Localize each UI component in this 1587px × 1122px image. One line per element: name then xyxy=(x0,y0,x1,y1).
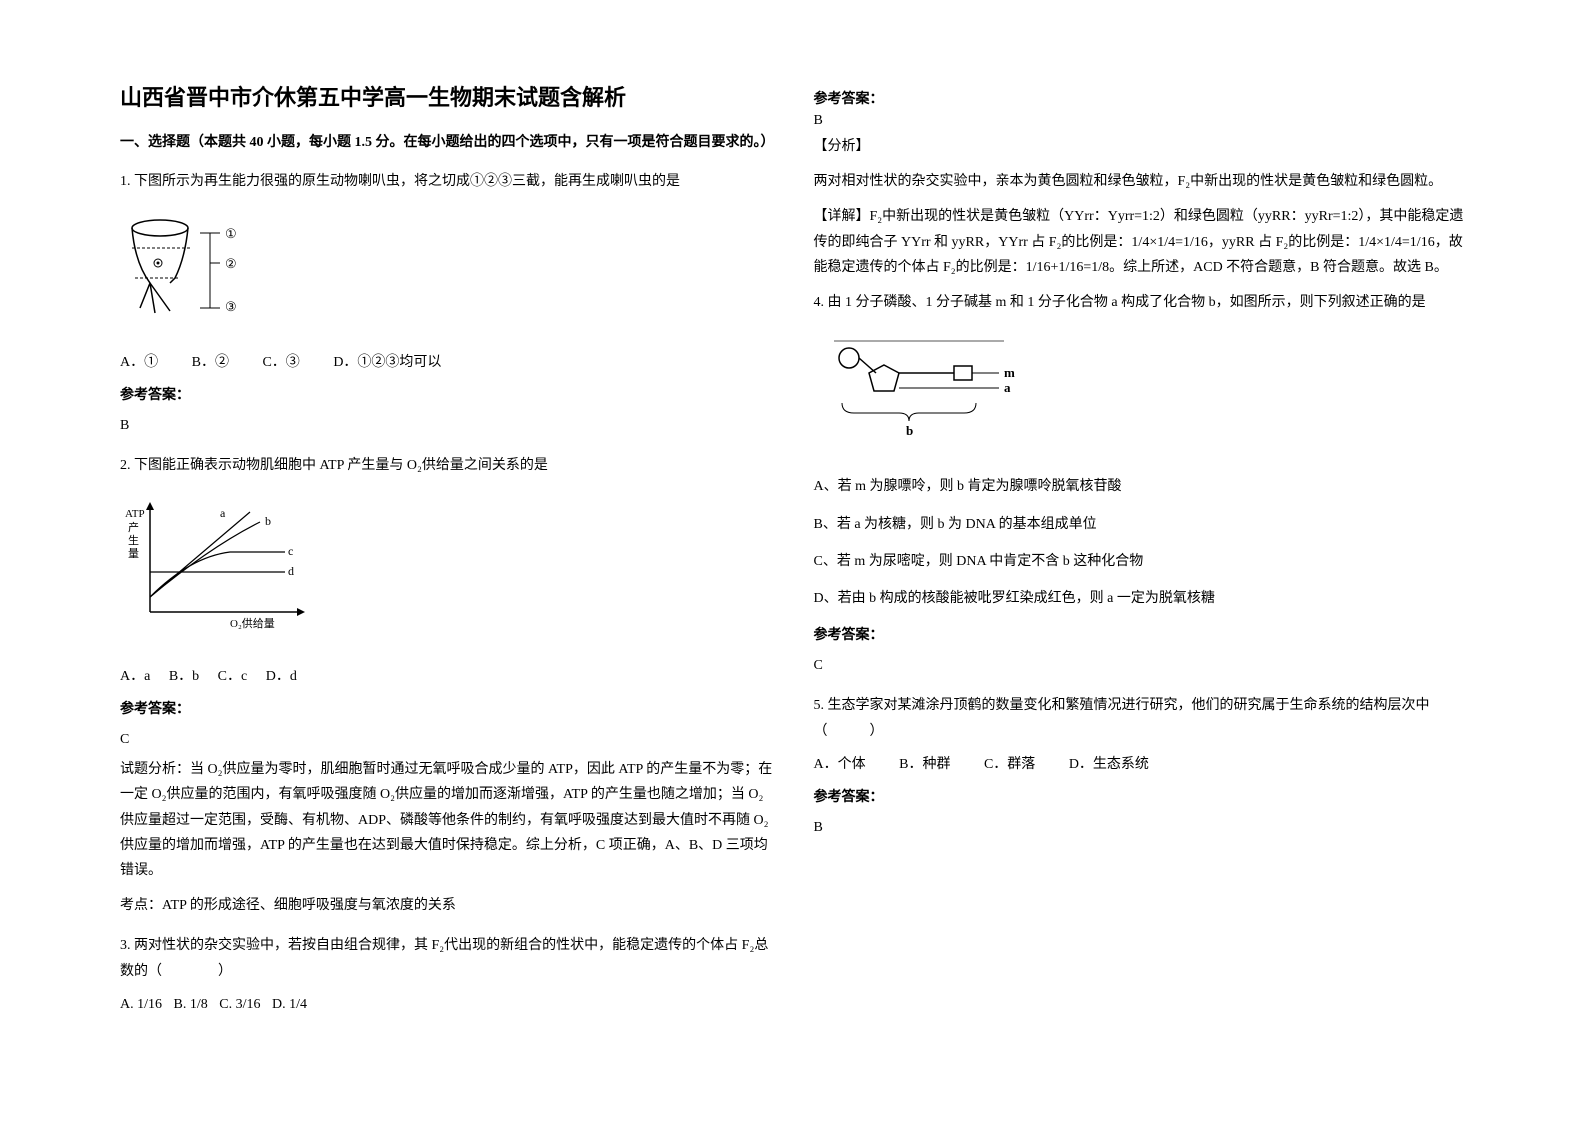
q3-opt-b: B. 1/8 xyxy=(174,992,208,1017)
q2-figure: a b c d ATP 产 生 量 O₂供给量 xyxy=(120,497,320,637)
q1-text: 1. 下图所示为再生能力很强的原生动物喇叭虫，将之切成①②③三截，能再生成喇叭虫… xyxy=(120,169,774,194)
q2-analysis: 试题分析：当 O₂供应量为零时，肌细胞暂时通过无氧呼吸合成少量的 ATP，因此 … xyxy=(120,757,774,883)
q2-answer-label: 参考答案： xyxy=(120,697,774,722)
q3-options: A. 1/16 B. 1/8 C. 3/16 D. 1/4 xyxy=(120,992,774,1017)
q3-xiangjie-text: F₂中新出现的性状是黄色皱粒（YYrr：Yyrr=1:2）和绿色圆粒（yyRR：… xyxy=(814,209,1464,274)
q5-opt-a: A．个体 xyxy=(814,752,866,777)
q4-figure: m a b xyxy=(814,333,1034,443)
svg-text:②: ② xyxy=(225,256,237,271)
q1-answer-label: 参考答案： xyxy=(120,383,774,408)
q5-opt-c: C．群落 xyxy=(984,752,1035,777)
q4-opt-d: D、若由 b 构成的核酸能被吡罗红染成红色，则 a 一定为脱氧核糖 xyxy=(814,586,1468,611)
q2-opt-a: A．a xyxy=(120,664,150,689)
q1-opt-b: B．② xyxy=(192,350,229,375)
q3-xiangjie: 【详解】F₂中新出现的性状是黄色皱粒（YYrr：Yyrr=1:2）和绿色圆粒（y… xyxy=(814,204,1468,280)
q2-opt-c: C．c xyxy=(218,664,248,689)
q4-opt-c: C、若 m 为尿嘧啶，则 DNA 中肯定不含 b 这种化合物 xyxy=(814,549,1468,574)
svg-text:生: 生 xyxy=(128,533,139,547)
q1-opt-d: D．①②③均可以 xyxy=(333,350,441,375)
q3-xiangjie-label: 【详解】 xyxy=(814,209,870,224)
q4-opt-b: B、若 a 为核糖，则 b 为 DNA 的基本组成单位 xyxy=(814,512,1468,537)
svg-text:m: m xyxy=(1004,365,1015,380)
svg-text:ATP: ATP xyxy=(125,508,145,520)
svg-text:a: a xyxy=(220,506,226,520)
svg-text:a: a xyxy=(1004,380,1011,395)
section-header: 一、选择题（本题共 40 小题，每小题 1.5 分。在每小题给出的四个选项中，只… xyxy=(120,132,774,154)
q1-answer: B xyxy=(120,413,774,438)
q2-text: 2. 下图能正确表示动物肌细胞中 ATP 产生量与 O₂供给量之间关系的是 xyxy=(120,453,774,478)
svg-text:产: 产 xyxy=(128,520,139,534)
question-2: 2. 下图能正确表示动物肌细胞中 ATP 产生量与 O₂供给量之间关系的是 a … xyxy=(120,453,774,918)
svg-text:③: ③ xyxy=(225,299,237,314)
q4-text: 4. 由 1 分子磷酸、1 分子碱基 m 和 1 分子化合物 a 构成了化合物 … xyxy=(814,290,1468,315)
q4-answer-label: 参考答案： xyxy=(814,623,1468,648)
q4-answer: C xyxy=(814,653,1468,678)
svg-text:b: b xyxy=(265,514,271,528)
question-1: 1. 下图所示为再生能力很强的原生动物喇叭虫，将之切成①②③三截，能再生成喇叭虫… xyxy=(120,169,774,438)
q1-figure: ① ② ③ xyxy=(120,213,260,323)
left-column: 山西省晋中市介休第五中学高一生物期末试题含解析 一、选择题（本题共 40 小题，… xyxy=(100,80,794,1082)
q2-opt-b: B．b xyxy=(169,664,199,689)
q2-kaodian: 考点：ATP 的形成途径、细胞呼吸强度与氧浓度的关系 xyxy=(120,893,774,918)
q1-options: A．① B．② C．③ D．①②③均可以 xyxy=(120,350,774,375)
svg-text:d: d xyxy=(288,564,294,578)
q5-answer-label: 参考答案： xyxy=(814,785,1468,810)
right-column: 参考答案： B 【分析】 两对相对性状的杂交实验中，亲本为黄色圆粒和绿色皱粒，F… xyxy=(794,80,1488,1082)
q3-answer: B xyxy=(814,113,1468,129)
q2-answer: C xyxy=(120,727,774,752)
question-3: 3. 两对性状的杂交实验中，若按自由组合规律，其 F₂代出现的新组合的性状中，能… xyxy=(120,933,774,1017)
svg-text:c: c xyxy=(288,544,293,558)
q3-opt-c: C. 3/16 xyxy=(219,992,260,1017)
q5-text: 5. 生态学家对某滩涂丹顶鹤的数量变化和繁殖情况进行研究，他们的研究属于生命系统… xyxy=(814,693,1468,743)
q4-options: A、若 m 为腺嘌呤，则 b 肯定为腺嘌呤脱氧核苷酸 B、若 a 为核糖，则 b… xyxy=(814,474,1468,611)
q5-opt-d: D．生态系统 xyxy=(1069,752,1149,777)
q5-opt-b: B．种群 xyxy=(899,752,950,777)
q1-opt-c: C．③ xyxy=(262,350,299,375)
q3-fenxi-label: 【分析】 xyxy=(814,134,1468,159)
svg-text:①: ① xyxy=(225,226,237,241)
q5-options: A．个体 B．种群 C．群落 D．生态系统 xyxy=(814,752,1468,777)
svg-text:量: 量 xyxy=(128,547,139,560)
q3-fenxi: 两对相对性状的杂交实验中，亲本为黄色圆粒和绿色皱粒，F₂中新出现的性状是黄色皱粒… xyxy=(814,169,1468,194)
q3-opt-d: D. 1/4 xyxy=(272,992,307,1017)
svg-text:b: b xyxy=(906,423,913,438)
q3-answer-label: 参考答案： xyxy=(814,88,1468,108)
page-title: 山西省晋中市介休第五中学高一生物期末试题含解析 xyxy=(120,80,774,112)
q5-answer: B xyxy=(814,815,1468,840)
q4-opt-a: A、若 m 为腺嘌呤，则 b 肯定为腺嘌呤脱氧核苷酸 xyxy=(814,474,1468,499)
q3-opt-a: A. 1/16 xyxy=(120,992,162,1017)
q3-text: 3. 两对性状的杂交实验中，若按自由组合规律，其 F₂代出现的新组合的性状中，能… xyxy=(120,933,774,983)
q2-options: A．a B．b C．c D．d xyxy=(120,664,774,689)
question-5: 5. 生态学家对某滩涂丹顶鹤的数量变化和繁殖情况进行研究，他们的研究属于生命系统… xyxy=(814,693,1468,840)
q2-opt-d: D．d xyxy=(266,664,297,689)
svg-text:O₂供给量: O₂供给量 xyxy=(230,616,275,630)
q1-opt-a: A．① xyxy=(120,350,158,375)
question-4: 4. 由 1 分子磷酸、1 分子碱基 m 和 1 分子化合物 a 构成了化合物 … xyxy=(814,290,1468,679)
